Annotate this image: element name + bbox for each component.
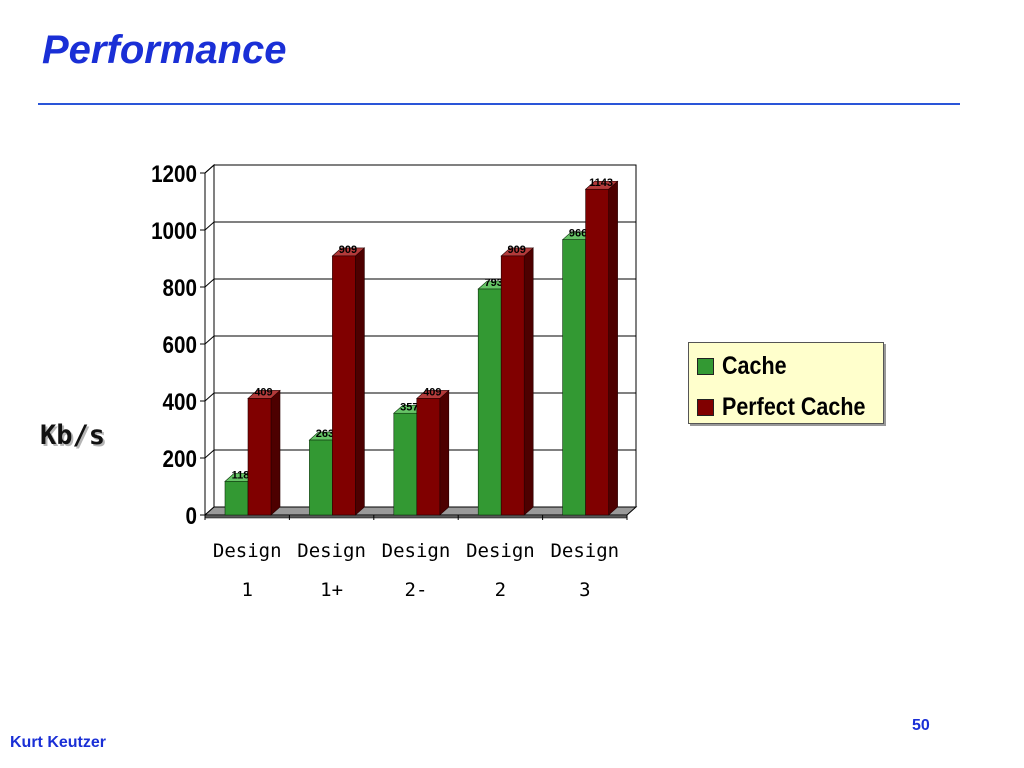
legend-label-perfect-cache: Perfect Cache xyxy=(722,392,866,421)
x-tick-label: 1+ xyxy=(320,579,343,601)
bar-cache xyxy=(562,239,586,516)
title-divider xyxy=(38,103,960,105)
data-label-perfect-cache: 409 xyxy=(423,386,441,398)
slide-title: Performance xyxy=(42,28,287,72)
bar-cache xyxy=(393,412,418,516)
data-label-cache: 793 xyxy=(485,277,503,289)
data-label-perfect-cache: 909 xyxy=(339,244,357,256)
y-tick-label: 600 xyxy=(163,332,197,359)
gridline-side xyxy=(204,392,215,402)
data-label-cache: 357 xyxy=(400,401,418,413)
data-label-cache: 966 xyxy=(569,228,587,240)
data-label-cache: 263 xyxy=(316,428,334,440)
data-label-perfect-cache: 1143 xyxy=(589,177,613,189)
bar-side-perfect-cache xyxy=(439,389,450,516)
y-tick-label: 1200 xyxy=(151,161,197,188)
gridline-side xyxy=(204,449,215,459)
gridline-side xyxy=(204,221,215,231)
gridline-side xyxy=(204,278,215,288)
x-tick-label: Design xyxy=(297,540,366,562)
bar-cache xyxy=(477,288,502,516)
x-tick-label: 1 xyxy=(241,579,252,601)
footer-author: Kurt Keutzer xyxy=(10,734,107,751)
plot-floor-edge xyxy=(204,514,628,519)
legend-label-cache: Cache xyxy=(722,351,787,380)
x-tick-label: 2 xyxy=(495,579,506,601)
bar-chart: 0 200 400 600 800 1000 1200 118 409 Design 1 263 909… xyxy=(151,161,638,601)
y-tick-label: 0 xyxy=(186,503,197,530)
x-tick-label: 2- xyxy=(405,579,428,601)
bar-perfect-cache xyxy=(500,255,525,516)
page-number: 50 xyxy=(912,717,930,734)
data-label-cache: 118 xyxy=(232,469,250,481)
gridline-side xyxy=(204,164,215,174)
x-tick-label: 3 xyxy=(579,579,590,601)
legend-swatch-perfect-cache xyxy=(697,398,714,416)
data-label-perfect-cache: 409 xyxy=(254,386,272,398)
x-tick-label: Design xyxy=(213,540,282,562)
y-tick-label: 400 xyxy=(163,389,197,416)
data-label-perfect-cache: 909 xyxy=(508,244,526,256)
bar-cache xyxy=(224,481,249,516)
bar-cache xyxy=(309,439,333,516)
bar-perfect-cache xyxy=(416,398,441,516)
y-axis-label: Kb/s xyxy=(40,420,106,451)
legend-item-perfect-cache: Perfect Cache xyxy=(697,392,889,421)
x-tick-label: Design xyxy=(550,540,619,562)
bar-side-perfect-cache xyxy=(270,389,281,516)
bar-side-perfect-cache xyxy=(523,247,534,516)
legend-item-cache: Cache xyxy=(697,351,797,380)
x-tick-label: Design xyxy=(466,540,535,562)
x-tick-label: Design xyxy=(382,540,451,562)
bar-perfect-cache xyxy=(332,255,356,516)
y-tick-label: 1000 xyxy=(151,218,197,245)
y-tick-label: 200 xyxy=(163,446,197,473)
chart-legend: Cache Perfect Cache xyxy=(688,342,884,424)
bar-side-perfect-cache xyxy=(608,180,618,516)
bar-perfect-cache xyxy=(585,188,609,516)
gridline-side xyxy=(204,335,215,345)
legend-swatch-cache xyxy=(697,357,714,375)
y-tick-label: 800 xyxy=(163,275,197,302)
bar-side-perfect-cache xyxy=(355,247,365,516)
bar-perfect-cache xyxy=(247,398,272,516)
